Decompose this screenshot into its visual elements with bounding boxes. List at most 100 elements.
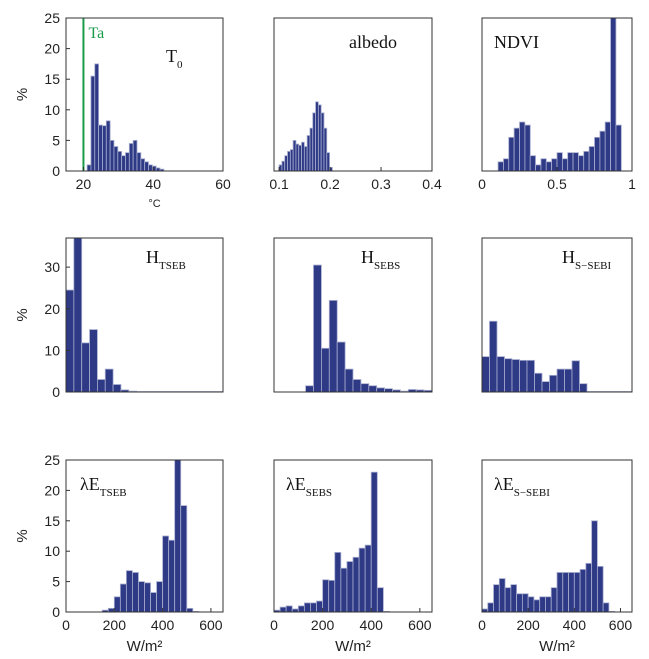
panel-title: λETSEB bbox=[80, 474, 127, 499]
histogram-bar bbox=[602, 602, 610, 613]
panel-h_sebs: HSEBS bbox=[273, 237, 433, 393]
panel-title-main: λE bbox=[80, 474, 100, 494]
histogram-bar bbox=[346, 561, 354, 613]
y-tick-label: 25 bbox=[44, 452, 60, 468]
x-axis-label: W/m² bbox=[127, 638, 163, 655]
histogram-bar bbox=[113, 596, 121, 613]
histogram-bar bbox=[303, 602, 311, 613]
histogram-bar bbox=[119, 583, 127, 613]
y-tick-label: 5 bbox=[52, 132, 60, 148]
histogram-bar bbox=[610, 17, 617, 172]
histogram-bar bbox=[535, 164, 542, 172]
x-tick-label: 20 bbox=[76, 176, 92, 192]
histogram-bar bbox=[578, 155, 585, 172]
x-tick-label: 0.1 bbox=[269, 176, 289, 192]
histogram-bar bbox=[186, 607, 194, 613]
x-tick-label: 0 bbox=[478, 617, 486, 633]
panel-title-subscript: S−SEBI bbox=[575, 260, 611, 272]
panel-title-main: albedo bbox=[349, 32, 397, 52]
histogram-bar bbox=[313, 264, 322, 393]
x-tick-label: 0.3 bbox=[371, 176, 391, 192]
y-tick-label: 0 bbox=[52, 163, 60, 179]
histogram-bar bbox=[334, 552, 342, 613]
histogram-bar bbox=[328, 300, 338, 393]
histogram-bar bbox=[125, 152, 130, 172]
histogram-bar bbox=[510, 584, 518, 613]
histogram-bar bbox=[117, 151, 123, 172]
histogram-bar bbox=[489, 320, 498, 393]
histogram-bar bbox=[322, 579, 330, 613]
panel-title-main: λE bbox=[286, 474, 306, 494]
histogram-bar bbox=[128, 143, 134, 172]
histogram-bar bbox=[309, 127, 314, 172]
y-axis-label: % bbox=[14, 88, 31, 101]
histogram-bar bbox=[583, 151, 590, 172]
y-tick-label: 10 bbox=[44, 102, 60, 118]
histogram-bar bbox=[551, 158, 558, 172]
x-axis-label: W/m² bbox=[335, 638, 371, 655]
histogram-bar bbox=[579, 383, 588, 393]
histogram-bar bbox=[352, 379, 362, 393]
histogram-bar bbox=[148, 164, 153, 172]
histogram-bar bbox=[284, 155, 288, 172]
panel-title-main: H bbox=[146, 247, 159, 267]
histogram-bar bbox=[549, 374, 558, 393]
histogram-bar bbox=[539, 596, 546, 613]
panel-title-subscript: TSEB bbox=[100, 487, 127, 499]
histogram-bar bbox=[540, 158, 547, 172]
histogram-bar bbox=[174, 459, 182, 613]
histogram-bar bbox=[289, 149, 294, 172]
histogram-bar bbox=[516, 593, 523, 613]
histogram-bar bbox=[588, 146, 595, 172]
axes-frame bbox=[65, 17, 224, 172]
y-tick-label: 15 bbox=[44, 71, 60, 87]
histogram-bar bbox=[368, 385, 378, 393]
histogram-bar bbox=[545, 596, 552, 613]
histogram-bar bbox=[105, 120, 111, 172]
histogram-bar bbox=[481, 356, 490, 393]
panel-title: HTSEB bbox=[146, 247, 186, 272]
histogram-bar bbox=[320, 347, 330, 393]
histogram-bar bbox=[519, 359, 528, 393]
x-tick-label: 0 bbox=[62, 617, 70, 633]
histogram-bar bbox=[364, 544, 372, 613]
histogram-bar bbox=[487, 602, 494, 613]
histogram-bar bbox=[298, 144, 302, 172]
x-tick-label: 600 bbox=[199, 617, 223, 633]
histogram-bar bbox=[81, 342, 90, 393]
x-tick-label: 0.5 bbox=[547, 176, 567, 192]
histogram-bar bbox=[316, 600, 324, 613]
histogram-bar bbox=[526, 359, 535, 393]
histogram-bar bbox=[109, 139, 115, 172]
histogram-bar bbox=[328, 579, 336, 613]
histogram-bar bbox=[527, 596, 535, 613]
histogram-bar bbox=[496, 356, 505, 393]
y-tick-label: 0 bbox=[52, 604, 60, 620]
histogram-bar bbox=[519, 121, 526, 172]
x-tick-label: 0 bbox=[270, 617, 278, 633]
panel-le_s-sebi: 0 200 400 600 W/m² λES−SEBI bbox=[478, 459, 633, 655]
histogram-bar bbox=[98, 124, 103, 172]
histogram-bar bbox=[340, 567, 348, 613]
histogram-bar bbox=[524, 124, 531, 172]
histogram-bar bbox=[150, 592, 157, 613]
x-tick-label: 600 bbox=[609, 617, 633, 633]
panel-title: λESEBS bbox=[286, 474, 332, 499]
histogram-bar bbox=[326, 152, 330, 172]
panel-title-main: NDVI bbox=[494, 32, 539, 52]
histogram-bar bbox=[376, 587, 384, 613]
histogram-bar bbox=[121, 155, 126, 172]
axes-frame bbox=[273, 17, 433, 172]
histogram-bar bbox=[320, 112, 325, 172]
histogram-bar bbox=[573, 572, 581, 613]
histogram-bar bbox=[132, 572, 139, 613]
histogram-bar bbox=[498, 578, 506, 613]
axes-frame bbox=[273, 459, 433, 613]
y-tick-label: 0 bbox=[52, 384, 60, 400]
y-tick-label: 25 bbox=[44, 10, 60, 26]
x-tick-label: 200 bbox=[103, 617, 127, 633]
panel-ndvi: 0 0.5 1 NDVI bbox=[478, 17, 636, 192]
histogram-bar bbox=[73, 237, 83, 393]
y-tick-label: 10 bbox=[44, 543, 60, 559]
